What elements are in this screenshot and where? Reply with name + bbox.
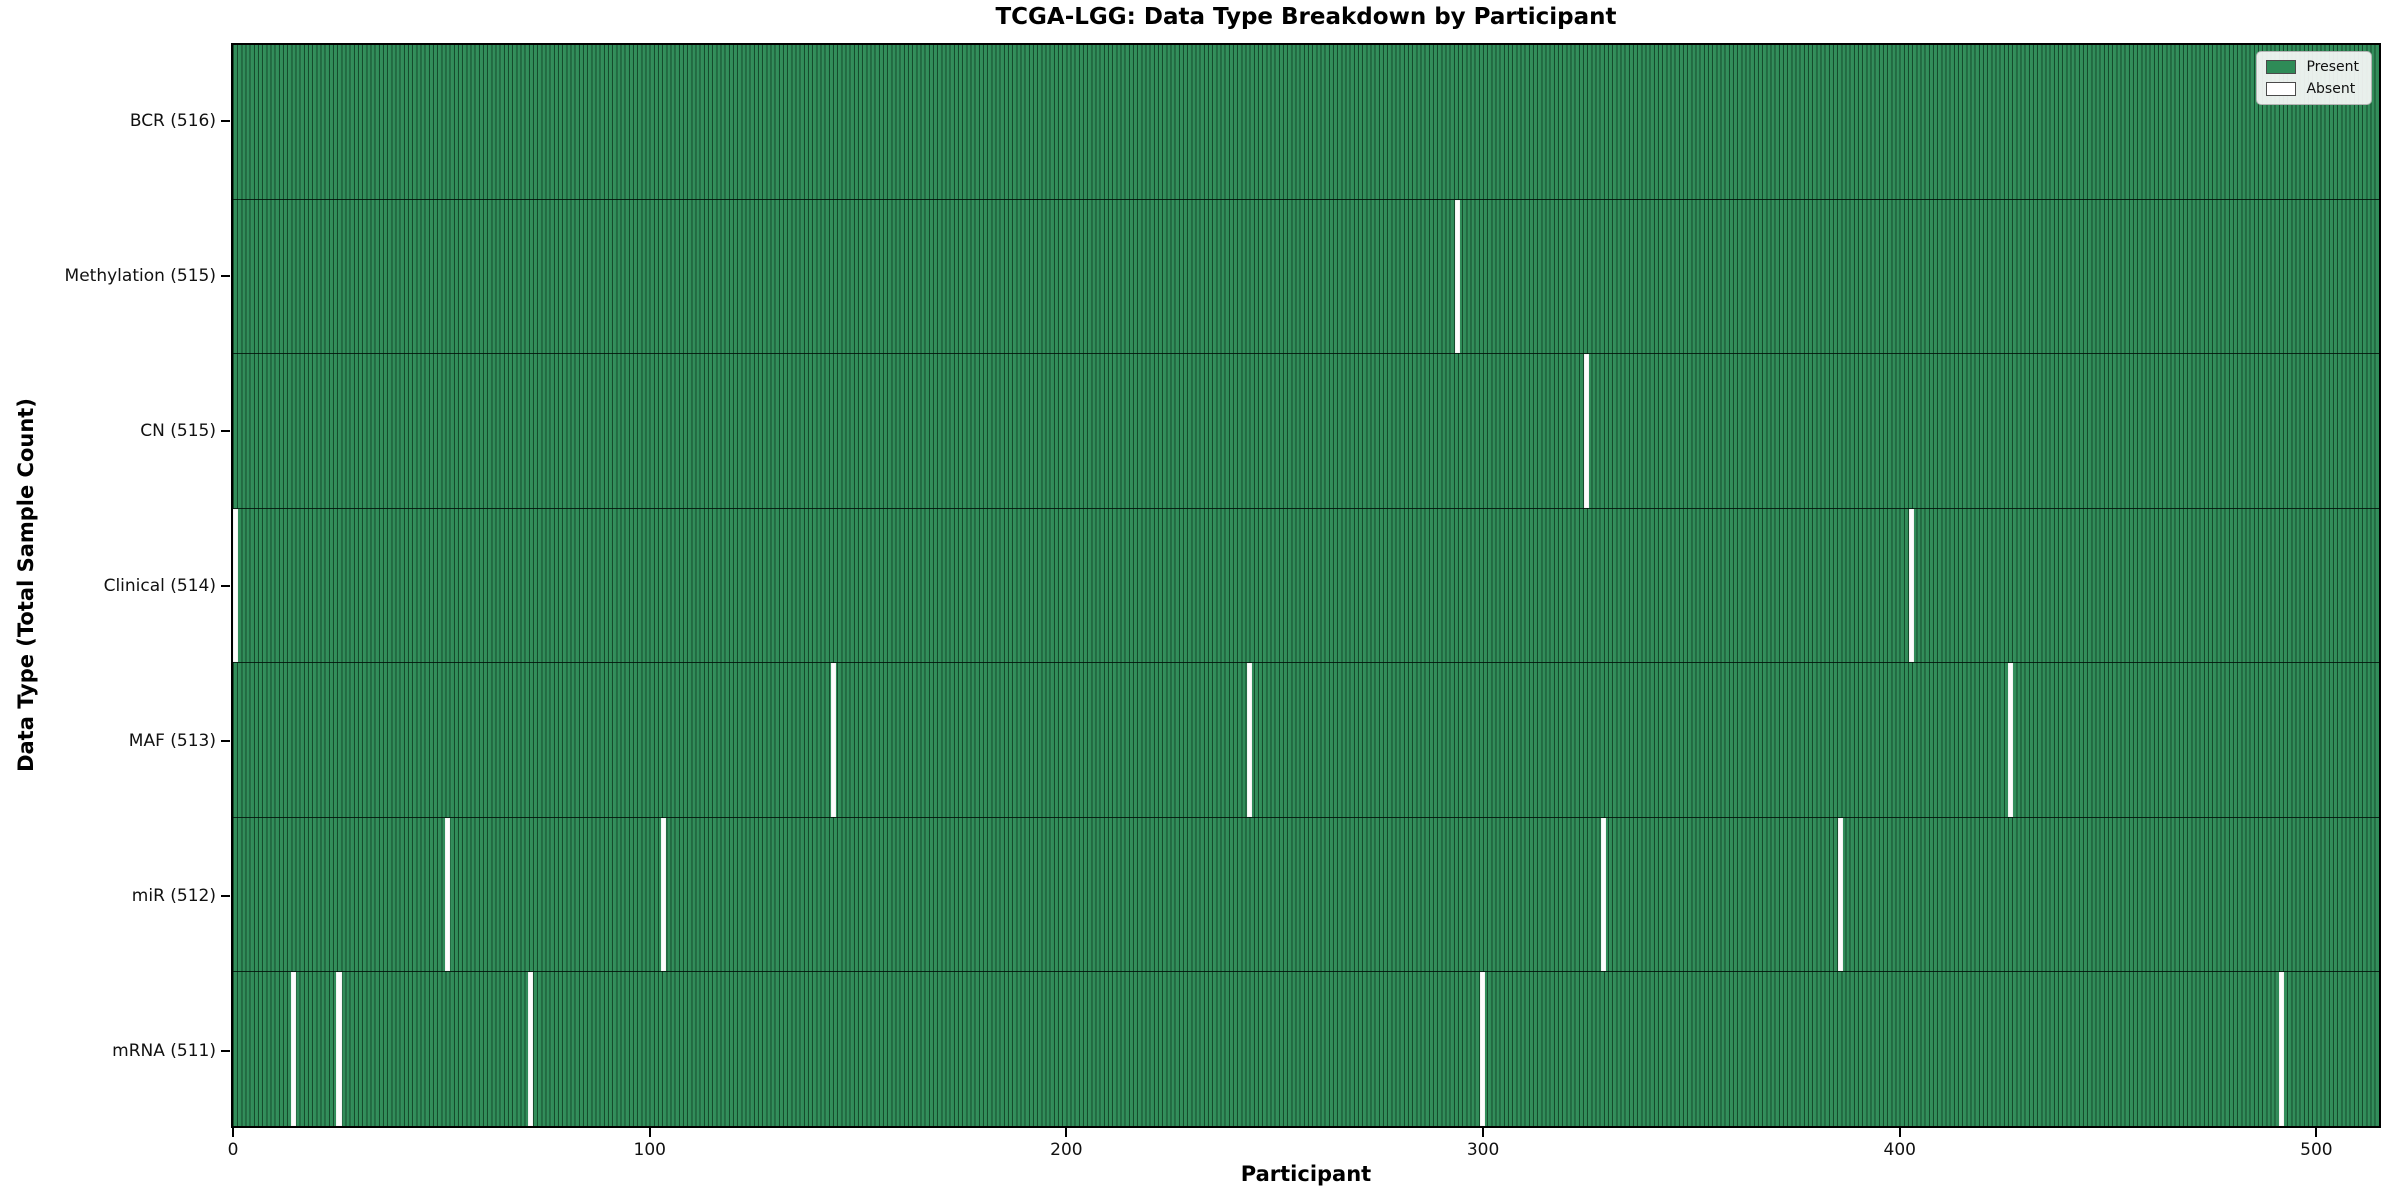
absent-gap xyxy=(660,817,666,972)
legend-item-absent: Absent xyxy=(2266,81,2359,97)
absent-gap xyxy=(336,972,342,1127)
absent-gap xyxy=(2278,972,2284,1127)
legend: Present Absent xyxy=(2256,51,2372,105)
absent-gap xyxy=(1584,354,1590,508)
x-axis-tick xyxy=(1482,1128,1485,1137)
x-axis-tick xyxy=(232,1128,235,1137)
absent-gap xyxy=(1247,663,1253,817)
absent-gap xyxy=(1480,972,1486,1127)
y-axis-tick xyxy=(221,584,230,587)
x-axis-tick xyxy=(2315,1128,2318,1137)
absent-gap xyxy=(2008,663,2014,817)
chart-title: TCGA-LGG: Data Type Breakdown by Partici… xyxy=(995,4,1617,30)
y-axis-label: Data Type (Total Sample Count) xyxy=(14,398,38,772)
y-axis-tick xyxy=(221,1049,230,1052)
x-axis-label: Participant xyxy=(1240,1162,1372,1186)
absent-gap xyxy=(831,663,837,817)
x-axis-tick-label: 500 xyxy=(2300,1140,2333,1160)
y-axis-tick xyxy=(221,274,230,277)
row-band-mrna xyxy=(233,971,2379,1127)
absent-gap xyxy=(1600,817,1606,972)
absent-gap xyxy=(290,972,296,1127)
legend-item-present: Present xyxy=(2266,59,2359,75)
y-axis-tick xyxy=(221,894,230,897)
present-swatch-icon xyxy=(2266,60,2297,74)
x-axis-tick-label: 400 xyxy=(1883,1140,1916,1160)
x-axis-tick xyxy=(1898,1128,1901,1137)
x-axis-tick xyxy=(1065,1128,1068,1137)
row-band-maf xyxy=(233,662,2379,817)
absent-gap xyxy=(444,817,450,972)
y-axis-tick xyxy=(221,739,230,742)
row-band-mir xyxy=(233,816,2379,972)
x-axis-tick-label: 100 xyxy=(633,1140,666,1160)
y-axis-tick xyxy=(221,119,230,122)
y-axis-tick-label: BCR (516) xyxy=(129,110,216,131)
row-band-methylation xyxy=(233,198,2379,354)
plot-area: Present Absent xyxy=(231,43,2381,1128)
x-axis-tick xyxy=(648,1128,651,1137)
y-axis-tick-label: Methylation (515) xyxy=(64,265,216,286)
y-axis-tick-label: miR (512) xyxy=(131,885,216,906)
row-band-bcr xyxy=(233,45,2379,199)
x-axis-tick-label: 300 xyxy=(1466,1140,1500,1160)
absent-gap xyxy=(232,508,238,663)
absent-gap xyxy=(1837,817,1843,972)
absent-gap xyxy=(527,972,533,1127)
row-band-cn xyxy=(233,353,2379,508)
absent-gap xyxy=(1455,199,1461,354)
x-axis-tick-label: 0 xyxy=(227,1140,239,1160)
legend-label-present: Present xyxy=(2306,59,2359,75)
y-axis-tick xyxy=(221,429,230,432)
absent-gap xyxy=(1908,508,1914,663)
x-axis-tick-label: 200 xyxy=(1050,1140,1083,1160)
y-axis-tick-label: MAF (513) xyxy=(128,730,216,751)
absent-swatch-icon xyxy=(2266,82,2297,96)
y-axis-tick-label: Clinical (514) xyxy=(103,575,216,596)
legend-label-absent: Absent xyxy=(2306,81,2356,97)
y-axis-tick-label: CN (515) xyxy=(140,420,216,441)
row-band-clinical xyxy=(232,507,2379,663)
y-axis-tick-label: mRNA (511) xyxy=(112,1040,216,1061)
